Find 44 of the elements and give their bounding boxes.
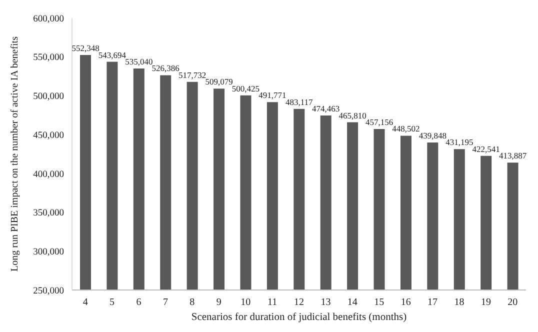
y-tick-label: 500,000 [33,92,64,102]
x-tick-label: 19 [480,297,491,308]
y-tick-label: 450,000 [33,130,64,141]
data-label: 535,040 [125,56,153,66]
data-label: 517,732 [178,70,206,80]
y-tick-label: 600,000 [33,14,64,24]
x-tick-label: 13 [320,297,331,308]
data-label: 439,848 [418,130,446,140]
x-tick-label: 18 [454,297,464,308]
x-tick-label: 15 [374,297,384,308]
x-tick-label: 10 [240,297,251,308]
x-tick-label: 6 [136,297,142,308]
data-label: 474,463 [312,104,340,114]
data-label: 509,079 [205,76,233,87]
data-label: 457,156 [365,117,394,128]
data-label: 431,195 [446,137,474,148]
data-label: 448,502 [392,124,420,134]
y-tick-label: 400,000 [33,170,64,180]
y-axis-title: Long run PIBE impact on the number of active IA benefits [10,36,21,272]
y-tick-label: 350,000 [33,208,64,219]
x-tick-label: 4 [82,297,88,308]
data-label: 500,425 [232,83,260,94]
data-label: 526,386 [152,63,180,74]
y-tick-label: 550,000 [33,53,64,64]
data-label: 483,117 [285,96,313,107]
data-label: 491,771 [258,90,286,100]
data-label: 552,348 [72,43,100,54]
x-tick-label: 11 [267,297,278,308]
x-tick-label: 14 [347,297,358,308]
data-label: 413,887 [498,150,527,161]
x-tick-label: 5 [110,297,115,308]
data-label: 543,694 [98,50,127,60]
x-tick-label: 7 [162,297,168,308]
x-tick-label: 8 [190,297,195,308]
y-tick-label: 250,000 [33,286,64,296]
x-tick-label: 9 [216,297,222,308]
x-tick-label: 17 [428,297,438,308]
y-tick-label: 300,000 [33,248,64,258]
data-label: 422,541 [472,144,500,154]
x-tick-label: 12 [294,297,304,308]
x-tick-label: 20 [508,297,518,308]
x-tick-label: 16 [400,297,411,308]
data-label: 465,810 [338,110,366,120]
x-axis-title: Scenarios for duration of judicial benefits (months) [191,312,408,323]
